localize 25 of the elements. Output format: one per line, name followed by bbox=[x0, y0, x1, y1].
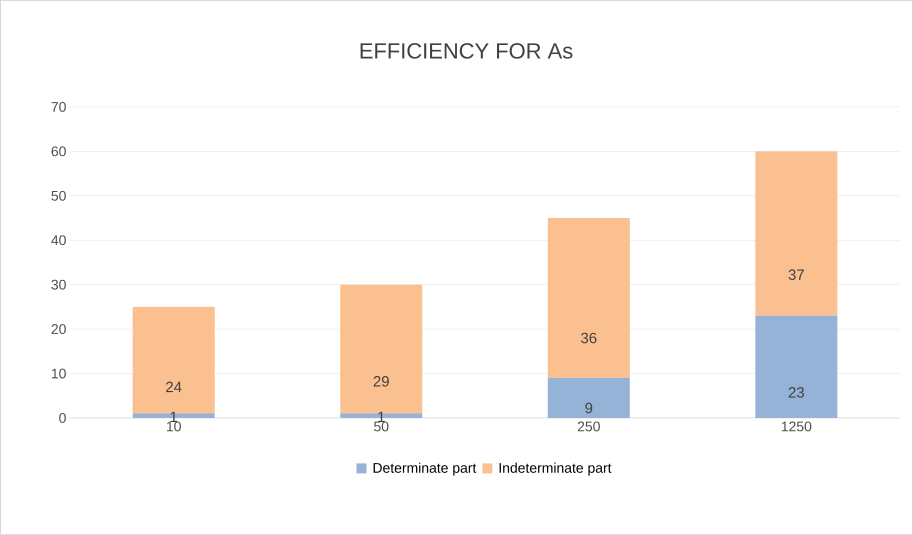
data-label: 29 bbox=[374, 376, 389, 387]
y-tick-label: 40 bbox=[51, 235, 66, 246]
y-tick-label: 20 bbox=[52, 324, 66, 334]
bar bbox=[755, 316, 838, 418]
data-label: 9 bbox=[585, 402, 592, 414]
data-label: 23 bbox=[788, 387, 804, 398]
bar bbox=[548, 378, 630, 418]
chart-title: EFFICIENCY FOR As bbox=[360, 43, 572, 59]
bar bbox=[755, 151, 838, 316]
y-tick-label: 30 bbox=[51, 280, 66, 290]
data-label: 37 bbox=[788, 269, 804, 280]
data-label: 24 bbox=[166, 382, 182, 392]
data-label: 36 bbox=[581, 332, 596, 344]
x-tick-label: 1250 bbox=[782, 422, 812, 432]
y-tick-label: 50 bbox=[51, 190, 66, 201]
legend-label: Indeterminate part bbox=[500, 462, 612, 476]
x-tick-label: 50 bbox=[374, 422, 388, 432]
y-tick-label: 0 bbox=[59, 413, 66, 423]
legend-label: Determinate part bbox=[374, 462, 476, 476]
x-tick-label: 10 bbox=[167, 422, 181, 432]
y-tick-label: 10 bbox=[52, 368, 66, 379]
x-tick-label: 250 bbox=[578, 422, 600, 432]
y-tick-label: 70 bbox=[52, 102, 66, 112]
bar bbox=[548, 218, 630, 378]
y-tick-label: 60 bbox=[52, 146, 66, 156]
